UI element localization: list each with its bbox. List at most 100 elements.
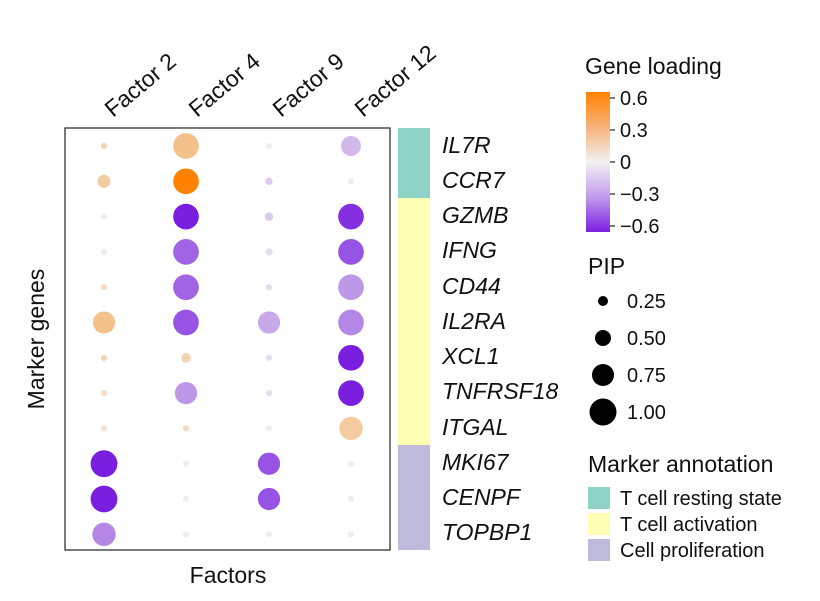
factor-label: Factor 2 bbox=[100, 48, 181, 122]
x-axis-title: Factors bbox=[190, 562, 267, 588]
annotation-band-activation bbox=[398, 198, 430, 445]
dot-cenpf-factor-4 bbox=[182, 495, 190, 503]
factor-label: Factor 4 bbox=[184, 48, 265, 122]
gene-label: IL7R bbox=[442, 132, 491, 158]
color-legend-title: Gene loading bbox=[585, 53, 722, 79]
color-tick-label: −0.3 bbox=[620, 184, 659, 206]
dot-ifng-factor-9 bbox=[265, 248, 273, 256]
dot-gzmb-factor-4 bbox=[173, 203, 199, 230]
dot-il2ra-factor-2 bbox=[92, 311, 116, 334]
annotation-key-label: Cell proliferation bbox=[620, 540, 765, 562]
dot-il7r-factor-9 bbox=[265, 142, 273, 150]
dot-itgal-factor-12 bbox=[339, 416, 363, 441]
gene-label: CENPF bbox=[442, 484, 522, 510]
color-gradient-bar bbox=[586, 92, 610, 232]
gene-label: IFNG bbox=[442, 237, 497, 263]
dot-xcl1-factor-4 bbox=[181, 353, 191, 363]
factor-label: Factor 9 bbox=[268, 48, 349, 122]
dot-cd44-factor-12 bbox=[338, 274, 364, 301]
plot-panel bbox=[64, 127, 391, 551]
dot-il7r-factor-2 bbox=[100, 142, 108, 150]
size-key-dot bbox=[592, 364, 614, 386]
color-tick-label: 0.6 bbox=[620, 88, 648, 110]
dot-tnfrsf18-factor-9 bbox=[265, 390, 273, 397]
dot-tnfrsf18-factor-2 bbox=[100, 390, 108, 397]
dot-itgal-factor-2 bbox=[100, 425, 108, 432]
dot-ifng-factor-2 bbox=[100, 248, 108, 255]
gene-label: TNFRSF18 bbox=[442, 378, 559, 404]
y-axis-title: Marker genes bbox=[23, 269, 49, 410]
size-key-label: 1.00 bbox=[627, 402, 666, 424]
color-tick-label: 0 bbox=[620, 152, 631, 174]
gene-label: TOPBP1 bbox=[442, 519, 532, 545]
size-key-dot bbox=[595, 330, 611, 346]
dot-cd44-factor-4 bbox=[173, 274, 199, 301]
dot-gzmb-factor-9 bbox=[264, 212, 274, 221]
size-key-label: 0.50 bbox=[627, 328, 666, 350]
dot-topbp1-factor-12 bbox=[347, 531, 355, 538]
size-key-label: 0.25 bbox=[627, 291, 666, 313]
gene-label: MKI67 bbox=[442, 449, 510, 475]
dot-ccr7-factor-12 bbox=[347, 178, 355, 185]
dot-gzmb-factor-12 bbox=[338, 203, 364, 230]
gene-label: CD44 bbox=[442, 273, 501, 299]
dot-il2ra-factor-9 bbox=[257, 311, 281, 334]
dot-il2ra-factor-4 bbox=[173, 309, 199, 336]
annotation-key-swatch bbox=[588, 513, 610, 535]
annotation-legend-title: Marker annotation bbox=[588, 451, 773, 477]
dot-mki67-factor-12 bbox=[347, 460, 355, 467]
dot-ccr7-factor-9 bbox=[265, 177, 273, 185]
dot-ifng-factor-12 bbox=[338, 239, 364, 265]
annotation-key-label: T cell resting state bbox=[620, 488, 782, 510]
annotation-key-swatch bbox=[588, 487, 610, 509]
gene-label: IL2RA bbox=[442, 308, 506, 334]
size-key-dot bbox=[589, 398, 617, 426]
dot-il7r-factor-4 bbox=[173, 133, 199, 159]
factor-label: Factor 12 bbox=[350, 39, 441, 121]
gene-label: XCL1 bbox=[441, 343, 500, 369]
size-key-dot bbox=[598, 296, 608, 306]
gene-label: GZMB bbox=[442, 202, 508, 228]
dot-il2ra-factor-12 bbox=[338, 309, 364, 336]
dot-cd44-factor-2 bbox=[100, 284, 108, 291]
dot-cd44-factor-9 bbox=[265, 284, 273, 291]
dot-xcl1-factor-2 bbox=[100, 354, 108, 361]
gene-labels: IL7R CCR7 GZMB IFNG CD44 IL2RA XCL1 TNFR… bbox=[441, 132, 559, 545]
dot-mki67-factor-9 bbox=[257, 452, 281, 475]
dot-cenpf-factor-12 bbox=[347, 495, 355, 503]
annotation-band-resting bbox=[398, 128, 430, 198]
dot-mki67-factor-4 bbox=[182, 460, 190, 467]
dot-xcl1-factor-12 bbox=[338, 344, 364, 371]
dot-topbp1-factor-4 bbox=[182, 531, 190, 538]
color-tick-label: −0.6 bbox=[620, 216, 659, 238]
dot-ifng-factor-4 bbox=[173, 239, 199, 265]
color-tick-label: 0.3 bbox=[620, 120, 648, 142]
gene-label: ITGAL bbox=[442, 414, 508, 440]
annotation-band-proliferation bbox=[398, 445, 430, 550]
dot-mki67-factor-2 bbox=[90, 450, 118, 478]
annotation-key-label: T cell activation bbox=[620, 514, 757, 536]
dot-itgal-factor-4 bbox=[182, 425, 190, 432]
dot-tnfrsf18-factor-4 bbox=[174, 381, 198, 405]
annotation-key-swatch bbox=[588, 539, 610, 561]
size-legend-title: PIP bbox=[588, 253, 625, 279]
annotation-strip bbox=[398, 128, 430, 550]
color-legend: Gene loading 0.6 0.3 0 −0.3 −0.6 bbox=[585, 53, 722, 238]
dot-topbp1-factor-2 bbox=[92, 522, 116, 546]
gene-label: CCR7 bbox=[442, 167, 506, 193]
dot-xcl1-factor-9 bbox=[265, 354, 273, 361]
dot-ccr7-factor-2 bbox=[97, 174, 111, 188]
dot-cenpf-factor-2 bbox=[90, 485, 118, 513]
factor-labels: Factor 2 Factor 4 Factor 9 Factor 12 bbox=[100, 39, 441, 121]
size-legend: PIP 0.25 0.50 0.75 1.00 bbox=[588, 253, 666, 426]
dot-ccr7-factor-4 bbox=[173, 168, 199, 195]
annotation-legend: Marker annotation T cell resting state T… bbox=[588, 451, 782, 562]
dot-gzmb-factor-2 bbox=[100, 213, 108, 220]
dot-tnfrsf18-factor-12 bbox=[338, 380, 364, 406]
dot-topbp1-factor-9 bbox=[265, 531, 273, 538]
dot-cenpf-factor-9 bbox=[257, 487, 281, 511]
dot-itgal-factor-9 bbox=[265, 425, 273, 432]
dot-layer bbox=[90, 133, 364, 546]
size-key-label: 0.75 bbox=[627, 365, 666, 387]
